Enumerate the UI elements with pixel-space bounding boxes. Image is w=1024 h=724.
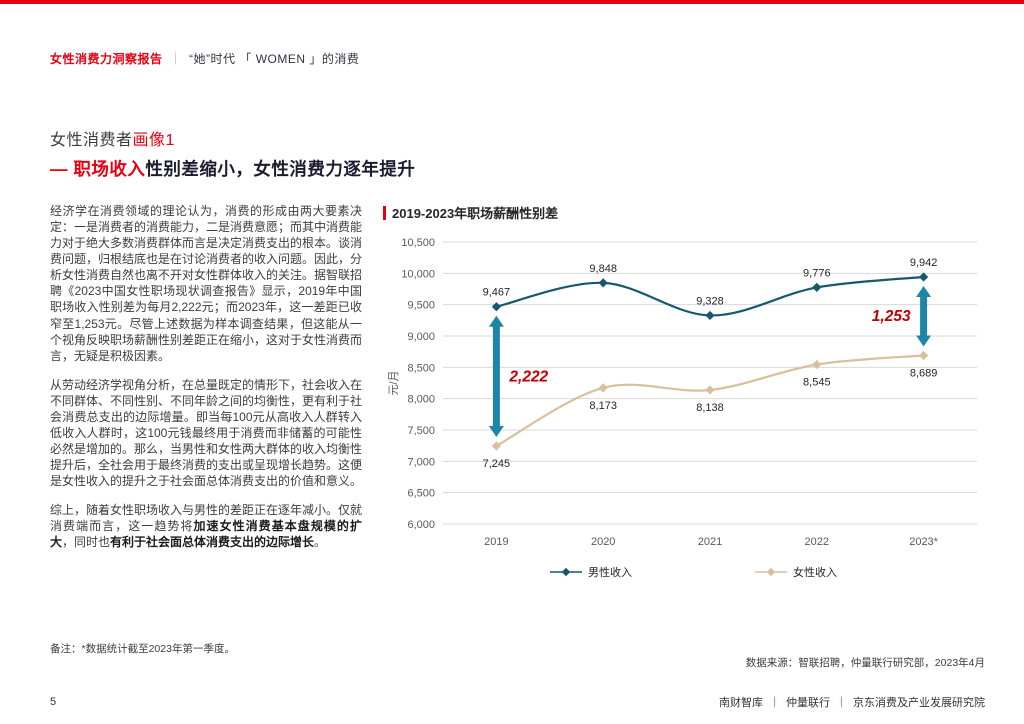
section-title-tag: 画像1 [132,132,175,149]
paragraph-text: 。 [314,535,327,550]
gap-value-label: 2,222 [508,368,548,385]
y-tick-label: 8,000 [407,394,435,406]
paragraph-3: 综上，随着女性职场收入与男性的差距正在逐年减小。仅就消费端而言，这一趋势将加速女… [50,502,362,550]
x-tick-label: 2022 [805,536,829,548]
gap-arrow-head-down [488,425,504,437]
x-tick-label: 2023* [909,536,938,548]
y-tick-label: 10,000 [401,268,435,280]
data-label: 8,138 [696,402,724,414]
data-label: 7,245 [483,458,511,470]
data-point-marker [812,282,822,292]
paragraph-emphasis: 有利于社会面总体消费支出的边际增长 [110,535,315,550]
body-paragraphs: 经济学在消费领域的理论认为，消费的形成由两大要素决定：一是消费者的消费能力，二是… [50,203,362,564]
data-source: 数据来源：智联招聘，仲量联行研究部，2023年4月 [745,657,985,669]
legend-marker [766,567,776,577]
data-label: 8,545 [803,377,831,389]
data-point-marker [598,278,608,288]
top-accent-bar [0,0,1024,4]
header-subtitle: “她”时代 「 WOMEN 」的消费 [189,52,360,66]
legend-marker [561,567,571,577]
data-label: 8,689 [910,367,938,379]
gap-arrow-head-up [488,315,504,327]
gap-arrow-head-up [916,285,932,297]
gap-value-label: 1,253 [872,308,911,325]
data-point-marker [705,385,715,395]
legend-label: 男性收入 [588,565,632,579]
page-header: 女性消费力洞察报告 ｜ “她”时代 「 WOMEN 」的消费 [50,50,359,67]
chart-section: 2019-2023年职场薪酬性别差 6,000 6,500 7,000 7,500 8,… [383,203,985,586]
chart-title-text: 2019-2023年职场薪酬性别差 [392,206,559,221]
footer-org: 仲量联行 [786,697,830,709]
report-title: 女性消费力洞察报告 [50,52,163,66]
section-title-line1: 女性消费者画像1 [50,126,415,150]
data-point-marker [598,383,608,393]
chart-title: 2019-2023年职场薪酬性别差 [383,203,985,222]
header-separator: ｜ [169,52,183,66]
salary-gap-line-chart: 6,000 6,500 7,000 7,500 8,000 8,500 9,000 9,500… [388,237,977,579]
section-title-line2: — 职场收入性别差缩小，女性消费力逐年提升 [50,156,415,181]
section-title-block: 女性消费者画像1 — 职场收入性别差缩小，女性消费力逐年提升 [50,126,415,181]
paragraph-2: 从劳动经济学视角分析，在总量既定的情形下，社会收入在不同群体、不同性别、不同年龄… [50,377,362,490]
data-label: 9,848 [589,263,617,275]
data-point-marker [491,302,501,312]
data-point-marker [705,310,715,321]
section-title-plain: 女性消费者 [50,132,133,149]
page-number: 5 [50,696,57,708]
y-tick-label: 6,500 [407,488,435,500]
footer-separator: ｜ [836,697,847,709]
x-tick-label: 2021 [698,536,722,548]
data-label: 9,942 [910,257,938,269]
paragraph-text: 综上，随着女性职场收入与男性的差距正在逐年减小。仅就消费端而言，这一趋势将 [50,503,363,534]
paragraph-1: 经济学在消费领域的理论认为，消费的形成由两大要素决定：一是消费者的消费能力，二是… [50,203,362,364]
y-tick-label: 8,500 [407,362,435,374]
footer-separator: ｜ [769,697,780,709]
paragraph-text: 从劳动经济学视角分析，在总量既定的情形下，社会收入在不同群体、不同性别、不同年龄… [50,377,363,489]
series-line-1 [495,354,924,447]
footer-org: 京东消费及产业发展研究院 [853,697,985,709]
y-tick-label: 9,500 [407,300,435,312]
x-tick-label: 2019 [484,536,508,548]
section-subtitle-rest: 性别差缩小，女性消费力逐年提升 [145,159,416,179]
y-tick-label: 7,500 [407,425,435,437]
paragraph-emphasis: 加速女性消费基本盘规模的扩大 [50,519,362,550]
y-tick-label: 7,000 [407,456,435,468]
data-label: 9,328 [696,295,724,307]
y-tick-label: 6,000 [407,519,435,531]
footer-org: 南财智库 [719,697,763,709]
paragraph-text: 经济学在消费领域的理论认为，消费的形成由两大要素决定：一是消费者的消费能力，二是… [50,204,363,363]
data-label: 8,173 [589,400,617,412]
page-footer: 5 南财智库 ｜ 仲量联行 ｜ 京东消费及产业发展研究院 [50,694,985,710]
chart-title-accent-bar [383,205,386,220]
legend-label: 女性收入 [793,565,837,579]
section-subtitle-red: — 职场收入 [50,159,146,179]
data-label: 9,776 [803,267,831,279]
data-point-marker [919,350,929,361]
paragraph-text: ，同时也 [62,535,111,550]
y-tick-label: 9,000 [407,331,435,343]
footer-orgs: 南财智库 ｜ 仲量联行 ｜ 京东消费及产业发展研究院 [719,694,985,710]
footnote: 备注：*数据统计截至2023年第一季度。 [50,643,235,655]
x-tick-label: 2020 [591,536,615,548]
data-point-marker [491,441,501,451]
data-label: 9,467 [483,287,511,299]
y-axis-title: 元/月 [388,370,400,395]
gap-arrow-head-down [916,335,932,347]
y-tick-label: 10,500 [401,237,435,249]
